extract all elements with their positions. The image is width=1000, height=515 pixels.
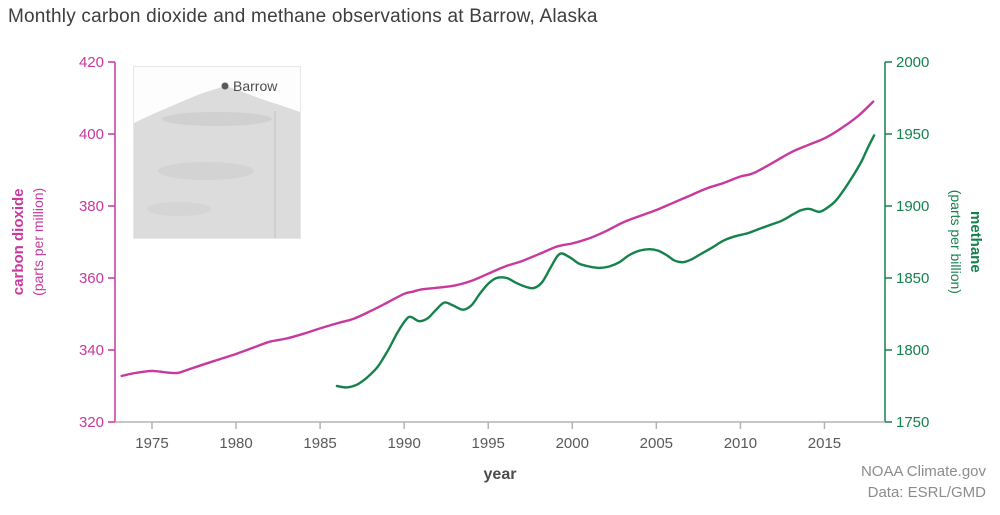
left-axis-title-main: carbon dioxide: [10, 188, 28, 296]
right-axis-title-sub: (parts per billion): [948, 189, 965, 294]
x-axis-tick-label: 1995: [472, 435, 505, 452]
right-axis-title: methane (parts per billion): [947, 62, 985, 422]
left-axis-tick-label: 360: [79, 270, 104, 287]
x-axis-tick-label: 1985: [303, 435, 336, 452]
left-axis-tick-label: 340: [79, 342, 104, 359]
chart-title: Monthly carbon dioxide and methane obser…: [8, 6, 598, 27]
right-axis-tick-label: 1800: [896, 342, 929, 359]
left-axis-tick-label: 420: [79, 54, 104, 71]
co2-series-line: [120, 100, 875, 378]
x-axis-tick-label: 1990: [387, 435, 420, 452]
x-axis-tick-label: 1980: [219, 435, 252, 452]
right-axis-tick-label: 2000: [896, 54, 929, 71]
right-axis-tick-label: 1750: [896, 414, 929, 431]
terrain-shading-brooks-range: [162, 112, 272, 126]
x-axis-title: year: [483, 466, 517, 483]
ch4-series-line: [335, 134, 876, 389]
source-credit: NOAA Climate.gov Data: ESRL/GMD: [861, 461, 986, 503]
terrain-shading-alaska-range: [158, 162, 254, 180]
barrow-label: Barrow: [233, 78, 278, 94]
right-axis-tick-label: 1950: [896, 126, 929, 143]
left-axis-title: carbon dioxide (parts per million): [9, 62, 47, 422]
x-axis-tick-label: 2010: [724, 435, 757, 452]
left-axis-tick-label: 380: [79, 198, 104, 215]
terrain-shading-south: [147, 202, 211, 216]
barrow-marker-dot: [221, 82, 229, 90]
inset-map: Barrow: [133, 66, 301, 239]
right-axis-title-main: methane: [966, 211, 984, 273]
left-axis-tick-label: 320: [79, 414, 104, 431]
alaska-landmass: [134, 86, 300, 238]
x-axis-tick-label: 1975: [135, 435, 168, 452]
left-axis-title-sub: (parts per million): [29, 187, 46, 296]
credit-data-source: Data: ESRL/GMD: [867, 484, 986, 501]
right-axis-tick-label: 1850: [896, 270, 929, 287]
x-axis-tick-label: 2015: [808, 435, 841, 452]
x-axis-tick-label: 2000: [556, 435, 589, 452]
left-axis-tick-label: 400: [79, 126, 104, 143]
credit-noaa: NOAA Climate.gov: [860, 463, 986, 480]
right-axis-tick-label: 1900: [896, 198, 929, 215]
x-axis-tick-label: 2005: [640, 435, 673, 452]
